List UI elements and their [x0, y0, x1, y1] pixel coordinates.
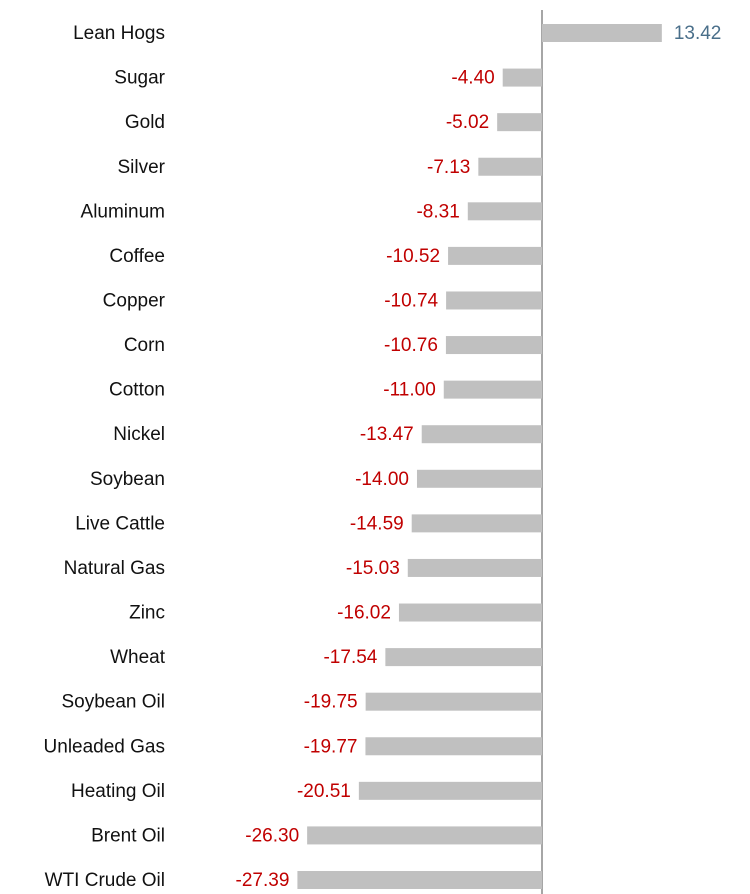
category-label: Corn	[124, 335, 165, 356]
category-label: Aluminum	[81, 201, 165, 222]
bar	[448, 246, 542, 265]
category-label: Cotton	[109, 380, 165, 401]
category-label: Unleaded Gas	[44, 736, 165, 757]
bar	[497, 113, 542, 132]
value-label: -27.39	[236, 870, 290, 891]
category-label: WTI Crude Oil	[45, 870, 165, 891]
value-label: 13.42	[674, 23, 722, 44]
bar	[411, 514, 542, 533]
bar	[446, 291, 542, 310]
bar	[502, 68, 542, 87]
value-label: -5.02	[446, 112, 489, 133]
value-label: -19.75	[304, 692, 358, 713]
value-label: -16.02	[337, 603, 391, 624]
category-label: Sugar	[114, 68, 165, 89]
bar	[358, 781, 542, 800]
value-label: -26.30	[245, 825, 299, 846]
bar	[385, 648, 542, 667]
bar	[398, 603, 542, 622]
category-label: Nickel	[113, 424, 165, 445]
bar	[445, 336, 542, 355]
bar	[478, 157, 542, 176]
value-label: -17.54	[323, 647, 377, 668]
bar	[307, 826, 542, 845]
value-label: -19.77	[304, 736, 358, 757]
category-label: Soybean	[90, 469, 165, 490]
bar	[416, 469, 542, 488]
bar	[365, 737, 542, 756]
category-label: Heating Oil	[71, 781, 165, 802]
value-label: -7.13	[427, 157, 470, 178]
bar	[407, 558, 542, 577]
bar	[421, 425, 542, 444]
category-label: Natural Gas	[64, 558, 165, 579]
value-label: -8.31	[416, 201, 459, 222]
value-label: -15.03	[346, 558, 400, 579]
value-label: -14.59	[350, 513, 404, 534]
category-label: Live Cattle	[75, 513, 165, 534]
value-label: -11.00	[383, 380, 435, 401]
value-label: -10.76	[384, 335, 438, 356]
value-label: -13.47	[360, 424, 414, 445]
category-label: Gold	[125, 112, 165, 133]
category-label: Zinc	[129, 603, 165, 624]
category-label: Coffee	[109, 246, 165, 267]
category-label: Soybean Oil	[61, 692, 165, 713]
category-label: Wheat	[110, 647, 166, 668]
value-label: -20.51	[297, 781, 351, 802]
value-label: -10.52	[386, 246, 440, 267]
value-label: -4.40	[451, 68, 494, 89]
value-label: -14.00	[355, 469, 409, 490]
bar	[443, 380, 542, 399]
category-label: Copper	[103, 290, 166, 311]
bar	[297, 871, 542, 889]
value-label: -10.74	[384, 290, 438, 311]
bar	[542, 24, 662, 42]
category-label: Brent Oil	[91, 825, 165, 846]
bar	[365, 692, 542, 711]
category-label: Lean Hogs	[73, 23, 165, 44]
category-label: Silver	[117, 157, 165, 178]
bar	[467, 202, 542, 221]
